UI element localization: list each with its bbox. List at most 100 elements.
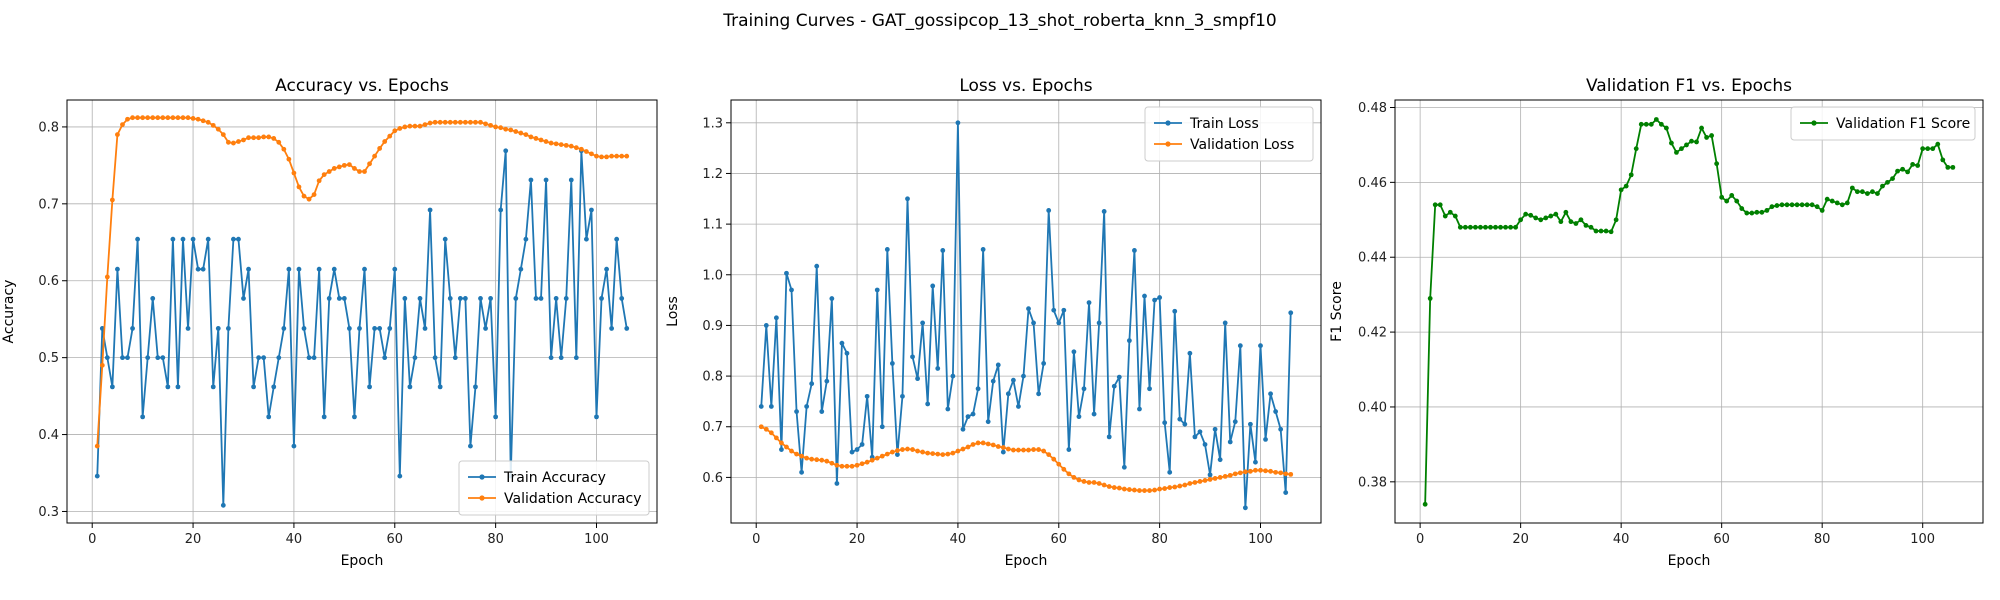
loss-series-1-point [920,320,926,326]
f1-series-1-point [1885,179,1890,185]
f1-y-tick-label: 0.48 [1358,101,1387,116]
loss-series-2-point [1016,447,1021,453]
f1-series-1-point [1573,221,1579,226]
accuracy-series-1-point [276,355,282,361]
loss-series-2-point [1232,471,1238,477]
accuracy-series-2-point [220,132,226,138]
loss-series-2-point [819,457,825,463]
accuracy-series-1-point [533,296,539,301]
accuracy-series-2-point [135,115,141,121]
loss-series-1-point [970,411,976,417]
accuracy-series-1-point [573,355,579,361]
accuracy-series-2-point [125,116,130,122]
f1-series-1-point [1774,203,1780,208]
f1-series-1-point [1794,202,1800,208]
accuracy-series-1-point [195,266,201,272]
f1-series-1-point [1498,224,1503,230]
f1-y-tick-label: 0.38 [1358,475,1387,490]
f1-series-1-point [1679,146,1684,152]
loss-series-2-point [824,458,830,464]
loss-series-2-point [1273,469,1279,475]
loss-series-2-line [760,425,1291,492]
loss-series-1-point [1157,295,1163,300]
accuracy-series-1-point [397,473,403,479]
accuracy-series-1-point [256,355,262,361]
accuracy-series-1-point [528,177,534,183]
f1-y-tick-label: 0.42 [1358,326,1387,341]
accuracy-series-2-point [311,192,317,198]
accuracy-series-2-point [175,115,181,121]
accuracy-series-1-point [109,384,115,390]
accuracy-series-1-point [175,384,181,390]
loss-series-2-point [1207,477,1213,482]
f1-axes-frame [1394,99,1984,524]
accuracy-y-tick-label: 0.3 [38,505,59,520]
f1-series-1-point [1648,121,1654,127]
accuracy-series-2-point [215,126,221,132]
accuracy-x-tick-label: 60 [387,532,404,547]
accuracy-series-2-point [473,119,478,125]
loss-x-axis-label: Epoch [1005,553,1048,569]
loss-series-1-point [889,361,895,366]
accuracy-series-1-point [407,384,413,390]
accuracy-series-2-point [387,133,393,139]
loss-series-1-point [799,469,804,475]
accuracy-series-1-point [372,326,378,331]
f1-series-1-point [1734,198,1740,204]
accuracy-series-1-point [392,266,398,272]
loss-series-1-point [990,378,996,384]
f1-series-1-point [1834,200,1840,206]
accuracy-series-2-point [296,184,302,190]
loss-series-1-point [940,248,946,253]
accuracy-series-2-point [99,362,105,368]
f1-series-1-point [1935,141,1941,147]
accuracy-series-2-point [392,128,398,134]
loss-legend-label: Train Loss [1189,116,1259,132]
accuracy-series-2-point [180,115,186,121]
f1-series-1-point [1548,213,1554,219]
accuracy-series-1-point [357,326,362,331]
f1-x-tick-label: 40 [1613,532,1630,547]
loss-series-2-point [789,448,794,454]
accuracy-series-1-point [165,384,171,390]
accuracy-series-1-point [316,266,322,272]
accuracy-series-1-point [291,443,297,449]
accuracy-series-2-point [160,115,166,121]
accuracy-legend-label: Validation Accuracy [504,491,642,507]
loss-legend-marker [1165,120,1171,126]
loss-series-1-point [1288,310,1294,316]
loss-series-2-point [930,451,936,456]
loss-series-1-point [1172,308,1178,314]
loss-series-2-point [1222,473,1228,479]
f1-series-1-point [1422,501,1428,507]
accuracy-series-1-point [498,207,504,213]
accuracy-series-1-point [594,414,599,420]
accuracy-series-2-point [498,125,504,131]
loss-series-2-point [905,446,910,452]
loss-series-1-point [1237,343,1243,349]
loss-series-2-point [1132,487,1137,493]
loss-series-2-point [1237,470,1243,476]
accuracy-series-1-point [150,296,156,301]
loss-series-1-point [1258,343,1263,349]
loss-series-2-point [1066,471,1072,477]
loss-x-tick-label: 100 [1248,532,1273,547]
accuracy-series-1-point [543,177,549,183]
loss-series-1-point [1031,320,1036,326]
loss-x-tick-label: 40 [950,532,967,547]
loss-y-tick-label: 1.0 [702,268,723,283]
loss-series-2-point [900,447,905,452]
f1-series-1-line [1424,118,1953,505]
loss-series-1-point [829,296,835,301]
accuracy-series-2-point [563,142,569,148]
loss-series-1-point [1137,406,1142,412]
loss-series-2-point [995,444,1001,449]
accuracy-series-2-point [478,119,483,125]
accuracy-series-1-point [236,236,241,242]
loss-series-2-point [1147,488,1152,493]
accuracy-series-1-point [367,384,372,390]
f1-y-axis-label: F1 Score [1329,281,1345,342]
loss-series-2-point [1227,472,1233,478]
loss-series-1-point [1283,490,1289,495]
